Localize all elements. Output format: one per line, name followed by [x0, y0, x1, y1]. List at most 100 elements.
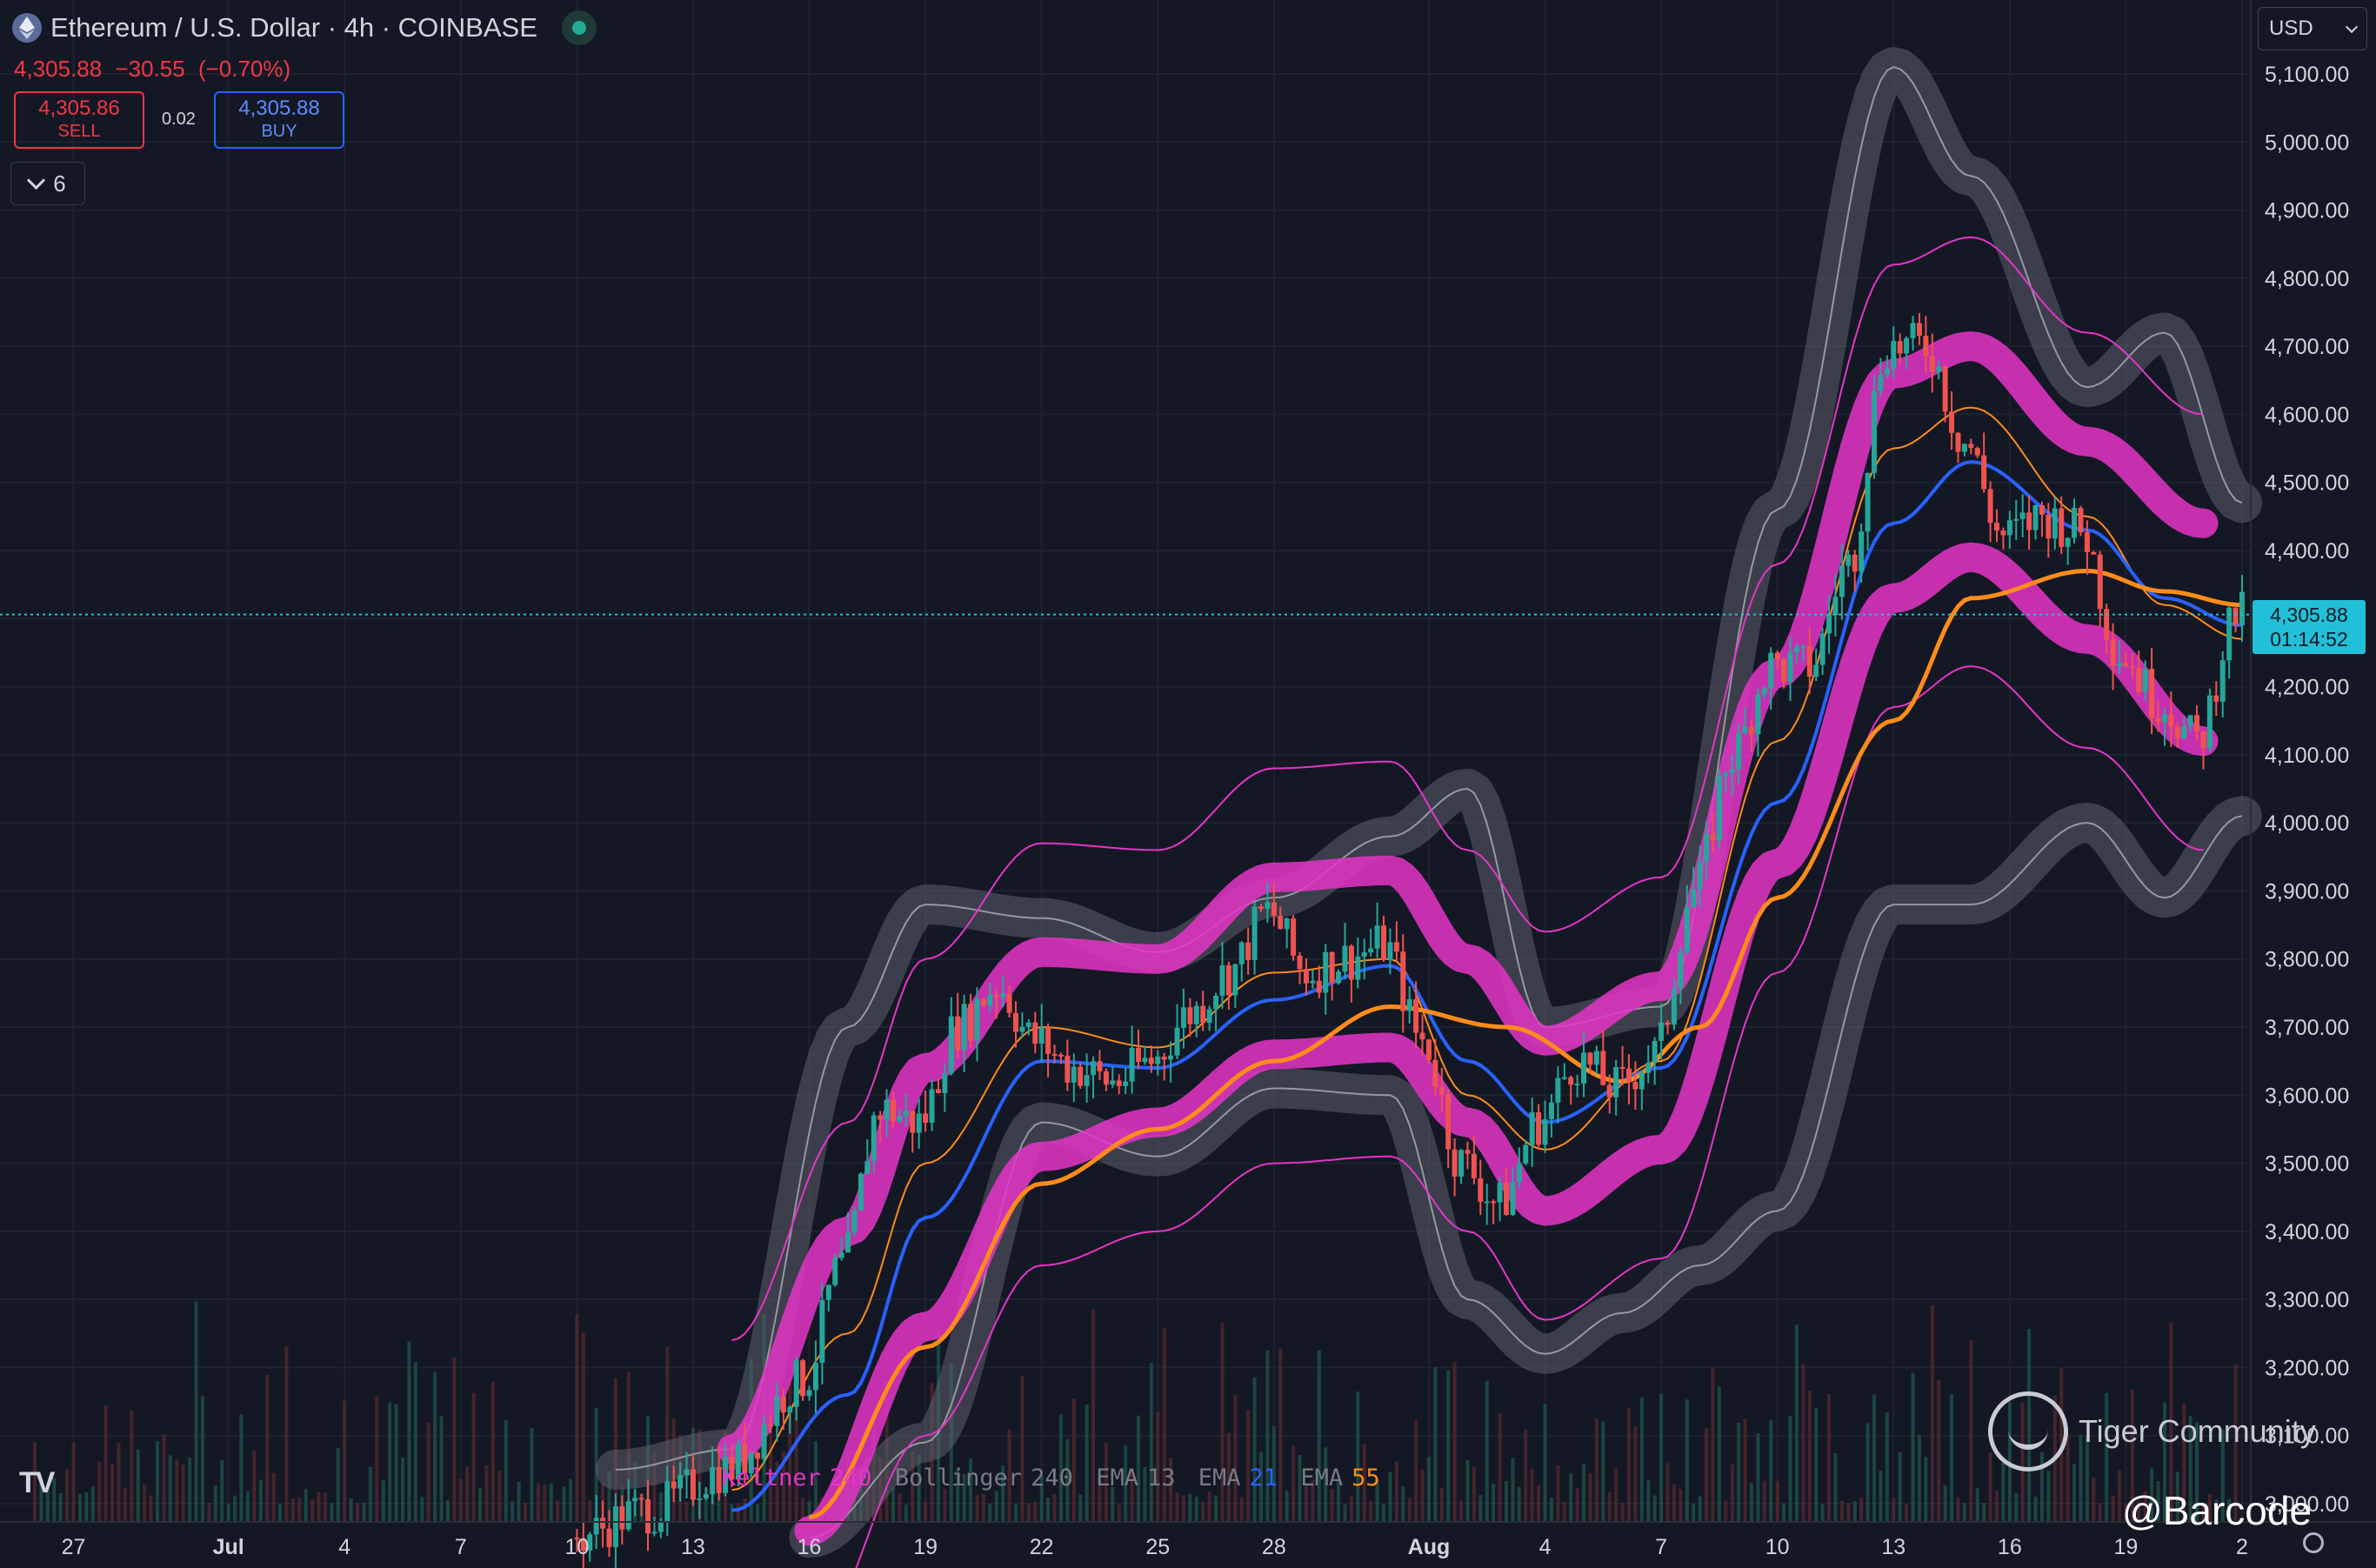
y-tick-label: 3,800.00	[2265, 948, 2349, 972]
x-tick-label: 7	[455, 1535, 467, 1559]
currency-value: USD	[2269, 17, 2313, 40]
legend-ema21-name[interactable]: EMA	[1198, 1465, 1241, 1491]
buy-button[interactable]: 4,305.88 BUY	[214, 91, 344, 149]
indicator-lines	[731, 406, 2243, 1520]
volume-bar	[90, 1486, 95, 1522]
volume-bar	[556, 1500, 560, 1522]
candle-body	[2155, 717, 2161, 723]
volume-bar	[2118, 1470, 2121, 1522]
currency-select[interactable]: USD	[2258, 7, 2367, 50]
symbol-header[interactable]: Ethereum / U.S. Dollar · 4h · COINBASE	[12, 10, 597, 45]
candle-body	[812, 1362, 818, 1391]
candle-body	[1438, 1086, 1445, 1095]
candle-body	[2039, 504, 2045, 515]
volume-bar	[271, 1472, 276, 1522]
x-tick-label: 22	[1030, 1535, 1054, 1559]
volume-bar	[2039, 1451, 2044, 1522]
candle-body	[1568, 1077, 1574, 1085]
volume-bar	[1104, 1443, 1108, 1522]
volume-bar	[1652, 1495, 1657, 1522]
legend-ema55-name[interactable]: EMA	[1300, 1465, 1344, 1491]
legend-ema55-value: 55	[1352, 1465, 1380, 1491]
volume-bar	[1950, 1394, 1954, 1522]
volume-bar	[478, 1488, 483, 1522]
y-tick-label: 3,700.00	[2265, 1016, 2349, 1040]
candle-body	[1425, 1039, 1432, 1060]
volume-bar	[252, 1451, 257, 1522]
volume-bar	[39, 1479, 43, 1522]
volume-bar	[1937, 1379, 1941, 1522]
candle-body	[987, 995, 993, 1006]
x-tick-label: 10	[1765, 1535, 1790, 1559]
volume-bar	[1807, 1391, 1812, 1522]
volume-bar	[891, 1487, 895, 1522]
ema-55-line	[809, 568, 2243, 1520]
volume-bar	[775, 1461, 779, 1522]
candle-body	[1645, 1063, 1652, 1073]
volume-bar	[143, 1484, 147, 1522]
tiger-logo-icon	[1988, 1391, 2068, 1471]
candle-body	[742, 1444, 748, 1473]
tradingview-logo[interactable]: TV	[19, 1466, 55, 1499]
volume-bar	[401, 1458, 404, 1522]
volume-bar	[2001, 1462, 2006, 1522]
candle-body	[871, 1115, 877, 1162]
volume-bar	[568, 1478, 572, 1522]
volume-bar	[497, 1471, 502, 1522]
volume-bar	[1620, 1503, 1625, 1522]
candle-body	[2161, 714, 2167, 723]
volume-bar	[1278, 1348, 1283, 1522]
price-change-line: 4,305.88 −30.55 (−0.70%)	[14, 56, 297, 83]
chevron-down-icon	[27, 170, 46, 190]
volume-bar	[1924, 1457, 1928, 1522]
legend-keltner-name[interactable]: Keltner	[722, 1465, 821, 1491]
volume-bar	[1285, 1491, 1289, 1522]
y-tick-label: 3,400.00	[2265, 1220, 2349, 1244]
volume-bar	[181, 1465, 185, 1522]
volume-bar	[1207, 1491, 1211, 1522]
volume-bar	[136, 1450, 140, 1522]
volume-bar	[549, 1483, 553, 1522]
volume-bar	[84, 1492, 89, 1522]
candle-body	[2110, 639, 2116, 667]
volume-bar	[1969, 1340, 1973, 1522]
legend-ema13-name[interactable]: EMA	[1096, 1465, 1138, 1491]
volume-bar	[1505, 1481, 1508, 1522]
candle-body	[1942, 366, 1948, 412]
candle-body	[1542, 1119, 1548, 1145]
volume-bar	[1859, 1497, 1864, 1522]
volume-bar	[2105, 1392, 2109, 1522]
x-tick-label: Jul	[213, 1535, 244, 1559]
volume-bar	[626, 1371, 631, 1522]
volume-bar	[1149, 1363, 1153, 1522]
x-tick-label: 13	[681, 1535, 705, 1559]
candle-body	[1845, 554, 1852, 566]
volume-bar	[904, 1504, 908, 1522]
volume-bar	[103, 1405, 108, 1522]
candle-body	[2046, 514, 2052, 539]
candle-body	[671, 1481, 677, 1489]
legend-bollinger-value: 240	[1031, 1465, 1073, 1491]
candle-body	[1258, 906, 1264, 909]
price-change-percent: (−0.70%)	[197, 56, 291, 82]
volume-bar	[697, 1429, 702, 1522]
candle-body	[1872, 390, 1877, 473]
gear-icon[interactable]	[2303, 1532, 2324, 1553]
sell-button[interactable]: 4,305.86 SELL	[14, 91, 144, 149]
indicator-bands	[595, 47, 2262, 1568]
volume-bar	[1233, 1395, 1238, 1522]
price-change: −30.55	[115, 56, 185, 82]
legend-bollinger-name[interactable]: Bollinger	[894, 1465, 1023, 1491]
candle-body	[1465, 1150, 1471, 1154]
volume-bar	[1995, 1491, 1999, 1522]
keltner-lower-band	[794, 542, 2219, 1546]
keltner-outer-upper-line	[731, 236, 2204, 1342]
indicators-toggle[interactable]: 6	[10, 162, 85, 205]
candle-body	[1051, 1053, 1058, 1056]
candle-body	[1749, 726, 1754, 735]
candle-body	[1626, 1068, 1632, 1083]
candle-body	[968, 1004, 974, 1041]
volume-bar	[1750, 1483, 1753, 1522]
candle-body	[1245, 942, 1251, 961]
